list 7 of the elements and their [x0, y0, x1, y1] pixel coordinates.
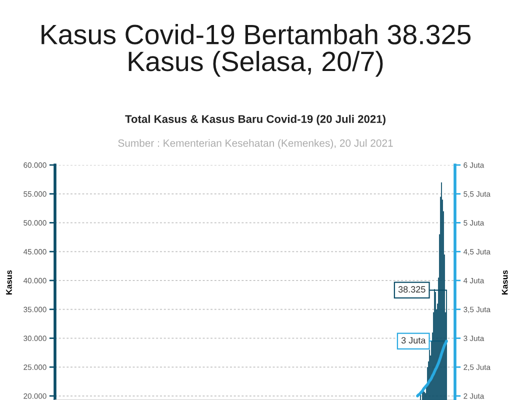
y-axis-title: Kasus	[6, 270, 12, 294]
chart-title: Kasus Covid-19 Bertambah 38.325 Kasus (Selasa, 20/7)	[42, 24, 471, 77]
text: Sumber : Kementerian Kesehatan (Kemenkes), 20 Jul 2021	[118, 139, 393, 149]
data-label: 38.325	[398, 286, 426, 293]
data-label: 3 Juta	[401, 337, 426, 344]
chart-subtitle: Total Kasus & Kasus Baru Covid-19 (20 Juli 2021)	[125, 114, 386, 126]
y2-axis-title: Kasus	[502, 270, 508, 294]
